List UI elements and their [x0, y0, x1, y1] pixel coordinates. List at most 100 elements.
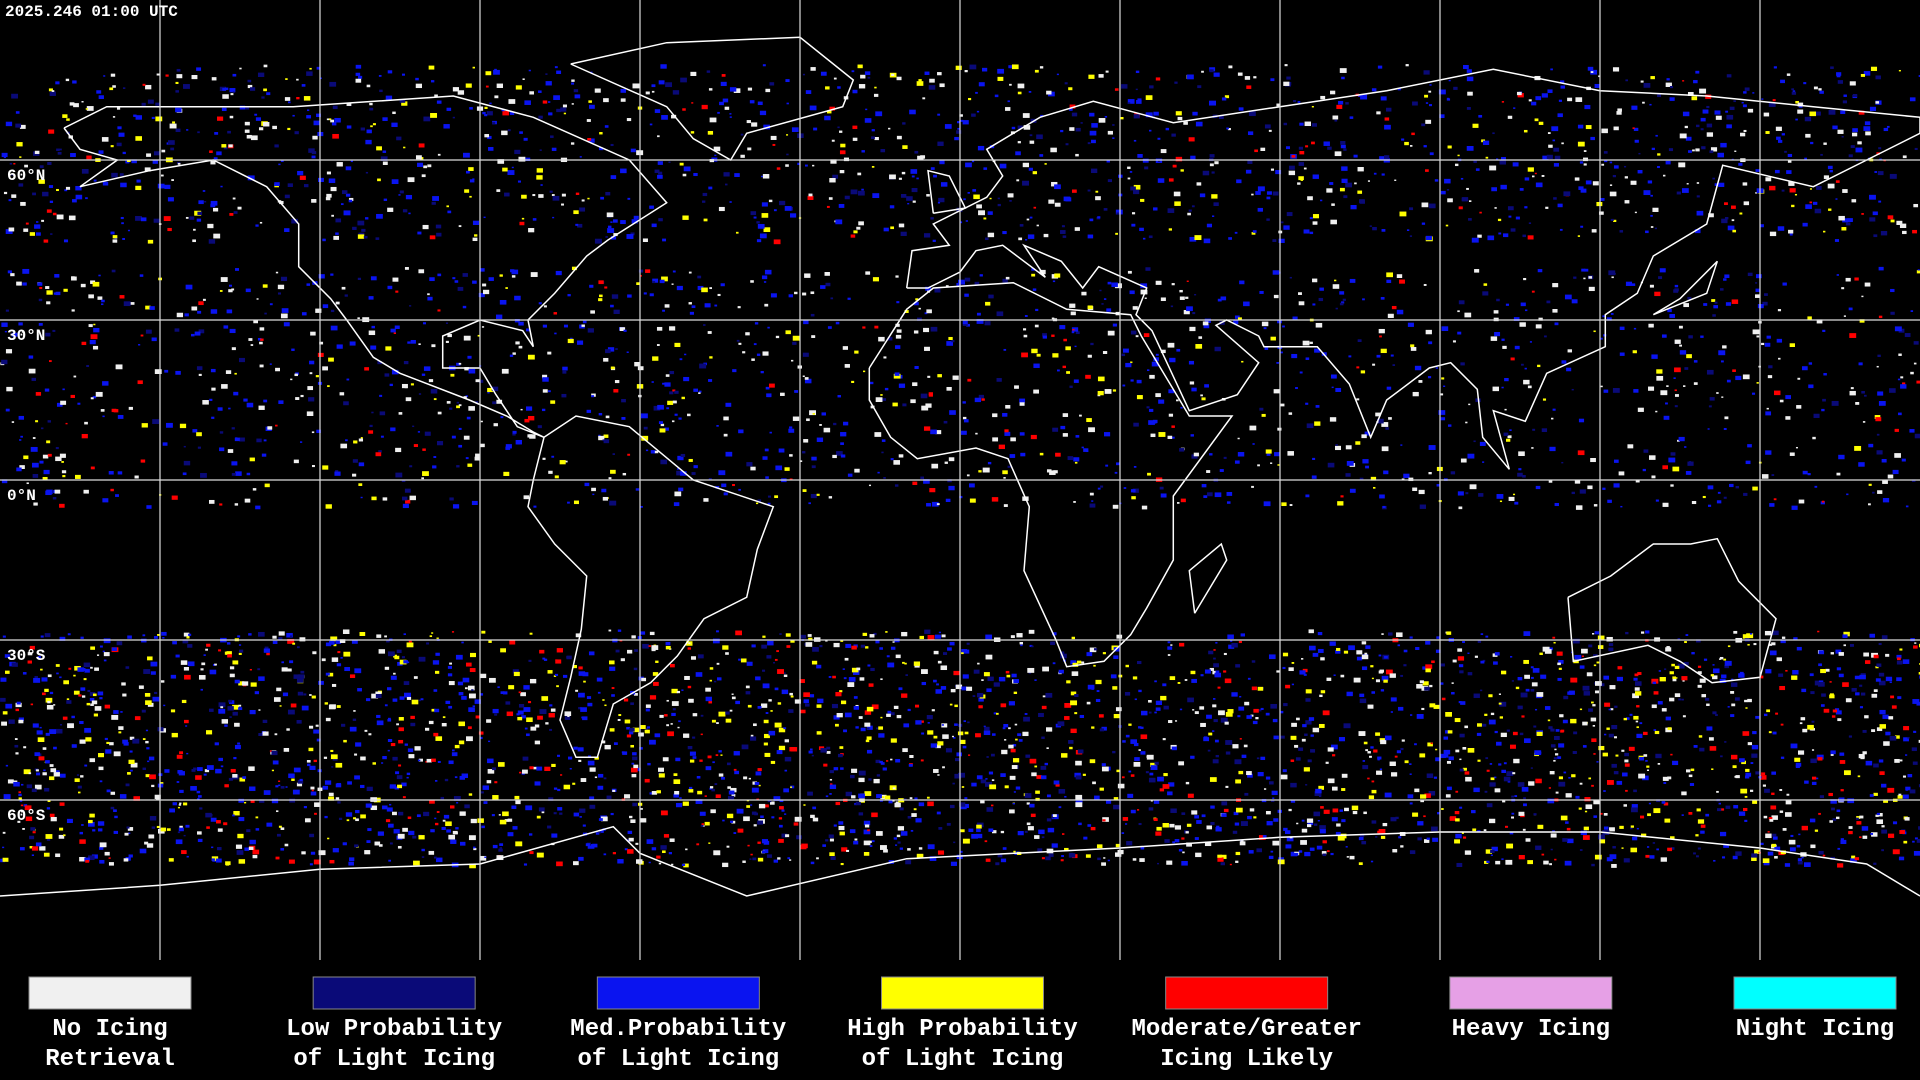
- icing-pixel: [1160, 493, 1167, 498]
- icing-pixel: [385, 95, 393, 101]
- icing-pixel: [1818, 650, 1825, 655]
- icing-pixel: [330, 754, 338, 760]
- icing-pixel: [964, 731, 969, 735]
- icing-pixel: [1723, 496, 1727, 499]
- icing-pixel: [1215, 670, 1220, 674]
- icing-pixel: [1423, 145, 1427, 148]
- icing-pixel: [942, 652, 948, 655]
- icing-pixel: [361, 228, 366, 232]
- icing-pixel: [287, 127, 291, 131]
- icing-pixel: [540, 184, 543, 186]
- icing-pixel: [1858, 462, 1865, 467]
- icing-pixel: [1708, 213, 1714, 218]
- icing-pixel: [1553, 163, 1559, 167]
- icing-pixel: [508, 685, 515, 690]
- icing-pixel: [1467, 652, 1470, 654]
- icing-pixel: [1107, 130, 1113, 135]
- icing-pixel: [1335, 444, 1338, 446]
- icing-pixel: [5, 703, 13, 709]
- icing-pixel: [1776, 136, 1781, 140]
- icing-pixel: [1864, 282, 1871, 287]
- icing-pixel: [673, 502, 680, 507]
- icing-pixel: [1071, 189, 1077, 193]
- icing-pixel: [445, 340, 449, 343]
- icing-pixel: [1516, 91, 1522, 96]
- icing-pixel: [1913, 341, 1919, 345]
- icing-pixel: [1332, 754, 1336, 757]
- icing-pixel: [722, 98, 729, 103]
- icing-pixel: [66, 700, 72, 704]
- icing-pixel: [1761, 342, 1765, 346]
- icing-pixel: [1465, 421, 1468, 424]
- icing-pixel: [1188, 360, 1195, 365]
- icing-pixel: [1103, 857, 1106, 859]
- icing-pixel: [1654, 291, 1661, 297]
- icing-pixel: [785, 164, 789, 167]
- icing-pixel: [697, 285, 704, 290]
- icing-pixel: [38, 756, 45, 761]
- icing-pixel: [1797, 858, 1802, 862]
- icing-pixel: [1020, 644, 1023, 647]
- icing-pixel: [1912, 229, 1918, 234]
- icing-pixel: [55, 446, 59, 450]
- icing-pixel: [1542, 155, 1549, 160]
- icing-pixel: [135, 115, 142, 120]
- icing-pixel: [703, 324, 706, 326]
- icing-pixel: [682, 173, 687, 177]
- icing-pixel: [921, 732, 925, 735]
- icing-pixel: [1916, 380, 1920, 384]
- icing-pixel: [502, 167, 508, 172]
- icing-pixel: [67, 633, 71, 636]
- icing-pixel: [671, 701, 679, 706]
- icing-pixel: [1708, 405, 1712, 408]
- icing-pixel: [927, 722, 930, 724]
- icing-pixel: [837, 126, 840, 129]
- icing-pixel: [1472, 828, 1477, 832]
- icing-pixel: [575, 192, 580, 195]
- icing-pixel: [975, 91, 978, 94]
- icing-pixel: [1858, 362, 1863, 366]
- icing-pixel: [387, 739, 393, 742]
- icing-pixel: [786, 153, 789, 156]
- icing-pixel: [1541, 853, 1545, 856]
- icing-pixel: [1579, 665, 1585, 669]
- icing-pixel: [1685, 634, 1689, 636]
- icing-pixel: [259, 221, 263, 224]
- icing-pixel: [59, 724, 63, 726]
- icing-pixel: [895, 334, 902, 339]
- icing-pixel: [69, 102, 75, 106]
- icing-pixel: [962, 322, 968, 326]
- icing-pixel: [1552, 283, 1559, 288]
- icing-pixel: [1057, 721, 1065, 727]
- icing-pixel: [48, 88, 53, 92]
- icing-pixel: [838, 821, 844, 825]
- icing-pixel: [578, 671, 586, 676]
- icing-pixel: [49, 764, 54, 767]
- icing-pixel: [1336, 104, 1343, 109]
- icing-pixel: [145, 305, 151, 310]
- icing-pixel: [1819, 90, 1824, 94]
- icing-pixel: [941, 634, 946, 638]
- icing-pixel: [1525, 309, 1528, 312]
- icing-pixel: [962, 745, 967, 749]
- icing-pixel: [762, 456, 768, 460]
- icing-pixel: [41, 677, 48, 682]
- icing-pixel: [244, 129, 250, 133]
- icing-pixel: [1153, 111, 1159, 116]
- icing-pixel: [1780, 850, 1786, 855]
- icing-pixel: [63, 680, 69, 685]
- icing-pixel: [1820, 501, 1825, 505]
- icing-pixel: [816, 437, 824, 442]
- icing-pixel: [571, 79, 575, 82]
- icing-pixel: [1517, 676, 1523, 681]
- icing-pixel: [463, 435, 470, 440]
- icing-pixel: [34, 150, 40, 154]
- icing-pixel: [130, 762, 138, 768]
- icing-pixel: [1464, 312, 1472, 318]
- icing-pixel: [971, 160, 975, 163]
- icing-pixel: [1192, 111, 1198, 116]
- icing-pixel: [161, 149, 166, 153]
- icing-pixel: [524, 418, 530, 423]
- icing-pixel: [1602, 752, 1608, 757]
- icing-pixel: [683, 376, 690, 382]
